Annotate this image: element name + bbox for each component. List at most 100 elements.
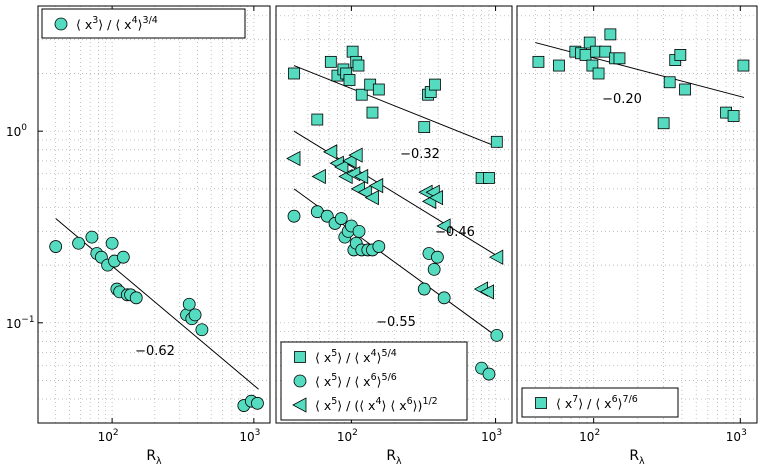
panel-middle-frame bbox=[275, 5, 513, 424]
data-point-square bbox=[737, 59, 750, 72]
legend-marker-circle bbox=[293, 374, 307, 388]
data-point-triangle-left bbox=[334, 159, 349, 175]
panel-middle-x-ticks: 102 103 bbox=[337, 6, 502, 444]
x-tick-label: 103 bbox=[481, 428, 502, 444]
data-point-triangle-left bbox=[368, 177, 384, 194]
panel-left-fit-lines bbox=[55, 218, 259, 390]
slope-label: −0.20 bbox=[602, 92, 642, 107]
y-tick-label: 100 bbox=[6, 123, 27, 139]
panel-right-x-axis-label: Rλ bbox=[629, 448, 645, 467]
y-tick-label: 10−1 bbox=[6, 315, 35, 331]
data-point-square bbox=[592, 67, 605, 80]
slope-label: −0.32 bbox=[400, 147, 440, 162]
data-point-square bbox=[429, 78, 441, 91]
data-point-circle bbox=[417, 282, 431, 296]
data-point-circle bbox=[352, 224, 366, 238]
data-point-square bbox=[657, 117, 670, 130]
data-point-circle bbox=[334, 212, 348, 225]
data-point-square bbox=[663, 76, 676, 89]
data-point-square bbox=[674, 49, 687, 61]
panel-left-slope-labels: −0.62 bbox=[135, 344, 175, 359]
data-point-square bbox=[532, 55, 545, 68]
panel-middle-slope-labels: −0.32 −0.46 −0.55 bbox=[376, 147, 475, 330]
data-point-circle bbox=[72, 236, 85, 250]
legend-label: ⟨ x3⟩ / ⟨ x4⟩3/4 bbox=[76, 15, 158, 32]
data-point-circle bbox=[482, 367, 496, 381]
data-point-triangle-left bbox=[322, 144, 338, 160]
panel-middle-fit-lines bbox=[293, 65, 500, 339]
panel-right-slope-labels: −0.20 bbox=[602, 92, 642, 107]
panel-left-x-ticks: 102 103 bbox=[98, 6, 260, 444]
legend-marker-circle bbox=[54, 17, 68, 31]
slope-label: −0.55 bbox=[376, 315, 416, 330]
data-point-square bbox=[372, 83, 385, 96]
x-tick-label: 103 bbox=[239, 428, 260, 444]
panel-right-frame bbox=[516, 5, 758, 424]
x-tick-label: 103 bbox=[726, 428, 747, 444]
panel-middle-x-axis-label: Rλ bbox=[386, 448, 402, 467]
data-point-triangle-left bbox=[348, 147, 363, 163]
data-point-circle bbox=[85, 230, 99, 244]
x-tick-label: 102 bbox=[337, 428, 358, 444]
legend-marker-square bbox=[294, 351, 306, 363]
panel-middle-legend: ⟨ x5⟩ / ⟨ x4⟩5/4 ⟨ x5⟩ / ⟨ x6⟩5/6 ⟨ x5⟩ / … bbox=[280, 341, 468, 421]
legend-box bbox=[280, 341, 468, 421]
legend-label: ⟨ x5⟩ / ⟨ x6⟩5/6 bbox=[315, 372, 397, 389]
data-point-square bbox=[288, 67, 300, 80]
panel-left-frame bbox=[37, 5, 271, 424]
data-point-circle bbox=[251, 396, 264, 410]
data-point-triangle-left bbox=[353, 168, 369, 185]
data-point-square bbox=[366, 106, 379, 119]
data-point-square bbox=[490, 135, 503, 148]
legend-label: ⟨ x5⟩ / ⟨ x4⟩5/4 bbox=[315, 348, 397, 365]
data-point-circle bbox=[195, 323, 209, 337]
fit-line bbox=[535, 42, 745, 98]
data-point-circle bbox=[437, 291, 451, 305]
data-point-square bbox=[324, 55, 337, 68]
panel-right-markers bbox=[532, 28, 750, 130]
data-point-square bbox=[613, 52, 626, 65]
data-point-triangle-left bbox=[311, 168, 326, 185]
x-tick-label: 102 bbox=[579, 428, 600, 444]
data-point-circle bbox=[129, 291, 143, 305]
data-point-circle bbox=[431, 250, 444, 264]
data-point-square bbox=[343, 74, 356, 86]
data-point-square bbox=[604, 28, 617, 41]
data-point-circle bbox=[372, 240, 386, 253]
panel-right-x-ticks: 102 103 bbox=[579, 6, 747, 444]
data-point-square bbox=[599, 45, 612, 58]
data-point-triangle-left bbox=[364, 189, 379, 206]
data-point-square bbox=[679, 83, 691, 96]
data-point-triangle-left bbox=[286, 150, 301, 167]
data-point-triangle-left bbox=[488, 249, 504, 265]
panel-right-legend: ⟨ x7⟩ / ⟨ x6⟩7/6 bbox=[521, 387, 679, 418]
data-point-triangle-left bbox=[436, 218, 451, 234]
legend-box bbox=[41, 8, 246, 39]
legend-box bbox=[521, 387, 679, 418]
data-point-circle bbox=[188, 308, 202, 322]
data-point-square bbox=[727, 110, 740, 122]
data-point-circle bbox=[49, 240, 63, 253]
data-point-square bbox=[586, 59, 599, 72]
panel-left-legend: ⟨ x3⟩ / ⟨ x4⟩3/4 bbox=[41, 8, 246, 39]
panel-middle-markers bbox=[286, 45, 504, 381]
data-point-square bbox=[346, 45, 359, 58]
panel-left-x-axis-label: Rλ bbox=[146, 448, 162, 467]
data-point-square bbox=[583, 36, 596, 49]
x-tick-label: 102 bbox=[98, 428, 119, 444]
data-point-square bbox=[418, 121, 431, 134]
legend-label: ⟨ x7⟩ / ⟨ x6⟩7/6 bbox=[556, 394, 638, 411]
data-point-circle bbox=[105, 236, 119, 250]
panel-left-grid bbox=[37, 6, 270, 424]
legend-marker-square bbox=[535, 397, 547, 409]
legend-label: ⟨ x5⟩ / (⟨ x4⟩ ⟨ x6⟩)1/2 bbox=[315, 396, 438, 413]
data-point-square bbox=[483, 172, 495, 184]
data-point-circle bbox=[490, 328, 504, 342]
panel-left: 102 103 10−1 100 −0.62 Rλ ⟨ x3⟩ / ⟨ x4⟩3/4 bbox=[6, 5, 271, 467]
panel-right-fit-lines bbox=[535, 42, 745, 98]
panel-right: 102 103 −0.20 Rλ ⟨ x7⟩ / ⟨ x6⟩7/6 bbox=[516, 5, 758, 467]
slope-label: −0.62 bbox=[135, 344, 175, 359]
data-point-circle bbox=[427, 262, 441, 276]
data-point-square bbox=[579, 49, 592, 61]
data-point-triangle-left bbox=[428, 189, 444, 206]
